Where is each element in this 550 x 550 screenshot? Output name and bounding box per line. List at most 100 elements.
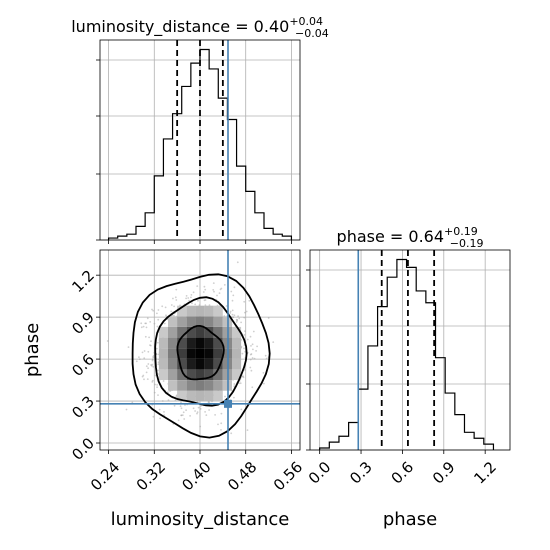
sample-point (243, 316, 246, 319)
sample-point (248, 299, 251, 302)
sample-point (161, 305, 164, 308)
density-cell (177, 316, 187, 327)
sample-point (182, 411, 185, 414)
sample-point (214, 414, 217, 416)
x-tick-label: 0.0 (305, 458, 335, 488)
sample-point (149, 321, 152, 323)
sample-point (173, 404, 176, 407)
sample-point (205, 414, 208, 416)
hist-phase-marks (319, 250, 495, 450)
density-cell (168, 337, 178, 349)
sample-point (152, 354, 155, 357)
sample-point (150, 364, 152, 366)
sample-point (149, 344, 151, 346)
sample-point (167, 399, 170, 401)
sample-point (163, 414, 166, 416)
sample-point (163, 322, 166, 325)
sample-point (151, 359, 154, 362)
density-cell (186, 369, 196, 380)
sample-point (244, 369, 246, 371)
sample-point (232, 294, 235, 297)
sample-point (204, 411, 207, 413)
density-cell (177, 380, 187, 391)
density-cell (195, 305, 205, 317)
sample-point (142, 325, 145, 328)
density-cell (213, 358, 223, 370)
sample-point (198, 304, 201, 306)
y-tick-label: 0.9 (68, 308, 98, 338)
density-cell (195, 316, 205, 327)
sample-point (212, 282, 215, 284)
joint-panel: 0.24 0.32 0.40 0.48 0.56 0.0 0.3 0.6 0.9 1.2 (68, 249, 306, 494)
sample-point (220, 422, 223, 425)
density-cell (177, 358, 187, 370)
sample-point (170, 310, 173, 313)
sample-point (233, 286, 236, 289)
density-cell (213, 305, 223, 317)
sample-point (125, 408, 128, 411)
sample-point (196, 285, 199, 287)
sample-point (212, 289, 215, 291)
sample-point (232, 316, 235, 319)
y-tick-label: 0.0 (68, 434, 98, 464)
density-cell (186, 348, 196, 359)
sample-point (238, 317, 241, 320)
density-cell (204, 369, 214, 380)
sample-point (216, 294, 218, 297)
sample-point (236, 261, 239, 264)
density-cell (213, 316, 223, 327)
sample-point (235, 318, 238, 321)
density-cell (177, 390, 187, 402)
sample-point (223, 284, 226, 286)
sample-point (233, 385, 236, 387)
contour-line (176, 324, 225, 381)
sample-point (131, 401, 134, 404)
sample-point (135, 360, 138, 363)
x-tick-label: 0.56 (270, 458, 306, 494)
sample-point (157, 341, 159, 344)
hist-luminosity-distance-ticks (96, 59, 292, 244)
sample-point (220, 429, 222, 431)
density-cell (213, 390, 223, 402)
sample-point (189, 415, 192, 417)
sample-point (264, 354, 267, 357)
y-axis-label-phase: phase (22, 323, 43, 377)
sample-point (106, 340, 109, 342)
sample-point (252, 348, 254, 351)
sample-point (231, 309, 234, 312)
sample-point (194, 303, 197, 306)
sample-point (138, 356, 140, 358)
density-cell (195, 390, 205, 402)
sample-point (250, 345, 252, 347)
sample-point (175, 288, 178, 291)
sample-point (175, 395, 178, 398)
sample-point (155, 347, 158, 350)
sample-point (249, 335, 252, 338)
sample-point (145, 326, 148, 329)
x-tick-label: 0.48 (224, 458, 260, 494)
sample-point (224, 395, 226, 398)
sample-point (156, 312, 158, 315)
contour-line (131, 273, 271, 439)
sample-point (163, 411, 165, 413)
sample-point (245, 310, 248, 313)
sample-point (140, 326, 143, 329)
density-cell (195, 369, 205, 380)
sample-point (185, 297, 188, 300)
density-cell (195, 337, 205, 349)
sample-point (225, 305, 228, 307)
density-cell (204, 348, 214, 359)
sample-point (256, 345, 258, 348)
sample-point (143, 350, 146, 352)
x-tick-label: 0.9 (429, 458, 459, 488)
sample-point (243, 300, 246, 303)
sample-point (145, 365, 148, 368)
x-tick-label: 1.2 (470, 458, 500, 488)
title-lower-error: −0.04 (295, 27, 329, 40)
sample-point (164, 306, 167, 309)
sample-point (240, 408, 243, 411)
sample-point (265, 357, 268, 360)
hist-phase-title: phase = 0.64+0.19 −0.19 (337, 225, 484, 250)
x-tick-label: 0.6 (388, 458, 418, 488)
sample-point (230, 290, 233, 293)
